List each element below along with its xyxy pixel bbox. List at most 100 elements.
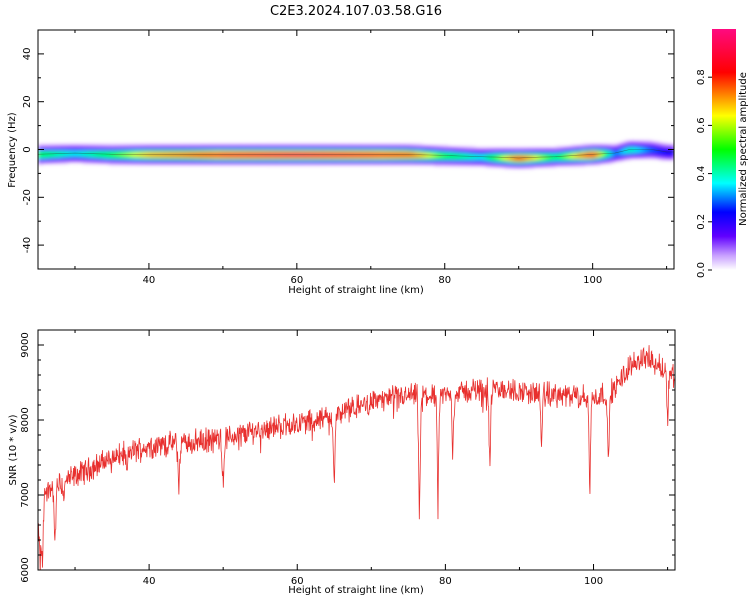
spectrogram-cell — [500, 157, 505, 160]
spectrogram-cell — [100, 145, 106, 148]
spectrogram-cell — [563, 151, 568, 154]
spectrogram-cell — [441, 147, 446, 149]
spectrogram-cell — [603, 154, 609, 157]
spectrogram-cell — [237, 151, 242, 154]
spectrogram-cell — [245, 154, 250, 157]
spectrogram-cell — [282, 162, 287, 165]
spectrogram-cell — [82, 144, 87, 147]
spectrogram-cell — [311, 149, 316, 152]
spectrogram-cell — [304, 154, 309, 157]
spectrogram-cell — [367, 154, 372, 157]
spectrogram-cell — [551, 149, 557, 152]
spectrogram-cell — [52, 151, 58, 154]
spectrogram-cell — [644, 153, 649, 155]
spectrogram-cell — [429, 156, 435, 159]
spectrogram-cell — [651, 154, 657, 157]
spectrogram-cell — [174, 155, 180, 158]
spectrogram-cell — [211, 144, 217, 147]
spectrogram-cell — [422, 156, 427, 159]
spectrogram-cell — [293, 145, 298, 148]
spectrogram-cell — [330, 151, 335, 154]
spectrogram-cell — [551, 155, 557, 158]
spectrogram-cell — [407, 161, 413, 164]
spectrogram-cell — [289, 144, 294, 147]
spectrogram-cell — [544, 161, 549, 164]
spectrogram-cell — [307, 159, 313, 161]
spectrogram-cell — [185, 153, 191, 155]
spectrogram-cell — [452, 163, 457, 166]
spectrogram-cell — [49, 159, 54, 161]
spectrogram-cell — [492, 154, 498, 157]
spectrogram-cell — [296, 144, 302, 147]
spectrogram-cell — [104, 160, 109, 163]
spectrogram-cell — [148, 144, 154, 147]
spectrogram-cell — [134, 156, 139, 159]
spectrogram-cell — [189, 162, 194, 165]
spectrogram-cell — [389, 156, 394, 159]
spectrogram-cell — [437, 163, 442, 166]
spectrogram-cell — [633, 141, 638, 143]
spectrogram-cell — [374, 148, 379, 151]
spectrogram-cell — [426, 159, 431, 161]
spectrogram-cell — [555, 159, 560, 161]
spectrogram-cell — [163, 147, 169, 149]
spectrogram-cell — [551, 151, 557, 154]
spectrogram-cell — [662, 143, 668, 146]
spectrogram-cell — [330, 153, 335, 155]
spectrogram-cell — [637, 145, 642, 148]
spectrogram-cell — [637, 144, 642, 147]
spectrogram-cell — [507, 148, 512, 151]
spectrogram-cell — [463, 154, 468, 157]
spectrogram-cell — [148, 147, 154, 149]
spectrogram-cell — [256, 149, 261, 152]
spectrogram-cell — [363, 151, 368, 154]
spectrogram-cell — [226, 160, 231, 163]
spectrogram-cell — [448, 156, 453, 159]
spectrogram-cell — [426, 155, 431, 158]
spectrogram-cell — [596, 155, 601, 158]
spectrogram-cell — [418, 154, 424, 157]
spectrogram-cell — [540, 150, 546, 153]
spectrogram-cell — [174, 162, 180, 165]
spectrogram-cell — [89, 159, 95, 161]
spectrogram-cell — [470, 148, 475, 151]
spectrogram-cell — [311, 145, 316, 148]
spectrogram-cell — [415, 151, 420, 154]
spectrogram-cell — [489, 156, 494, 159]
spectrogram-cell — [67, 145, 72, 148]
spectrogram-cell — [197, 153, 202, 155]
spectrogram-cell — [115, 148, 120, 151]
spectrogram-cell — [204, 149, 209, 152]
spectrogram-cell — [633, 144, 638, 147]
spectrogram-cell — [566, 147, 572, 149]
spectrogram-cell — [171, 153, 176, 155]
spectrogram-cell — [270, 147, 276, 149]
spectrogram-cell — [178, 147, 183, 149]
spectrogram-cell — [429, 160, 435, 163]
spectrogram-cell — [259, 150, 265, 153]
spectrogram-cell — [311, 147, 316, 149]
spectrogram-cell — [130, 153, 135, 155]
spectrogram-cell — [322, 144, 328, 147]
spectrogram-cell — [392, 161, 398, 164]
spectrogram-cell — [293, 156, 298, 159]
spectrogram-cell — [119, 148, 124, 151]
spectrogram-cell — [404, 148, 409, 151]
spectrogram-cell — [466, 151, 472, 154]
spectrogram-cell — [570, 145, 575, 148]
spectrogram-cell — [167, 162, 172, 165]
spectrogram-cell — [356, 161, 361, 164]
spectrogram-cell — [374, 161, 379, 164]
spectrogram-cell — [304, 151, 309, 154]
spectrogram-cell — [137, 162, 143, 165]
spectrogram-cell — [285, 160, 291, 163]
spectrogram-cell — [185, 147, 191, 149]
colorbar-tick-label: 0.2 — [696, 214, 707, 230]
spectrogram-cell — [481, 150, 487, 153]
spectrogram-cell — [381, 145, 387, 148]
spectrogram-cell — [208, 150, 213, 153]
spectrogram-cell — [160, 153, 165, 155]
spectrogram-cell — [189, 160, 194, 163]
spectrogram-cell — [341, 147, 346, 149]
spectrogram-cell — [500, 148, 505, 151]
